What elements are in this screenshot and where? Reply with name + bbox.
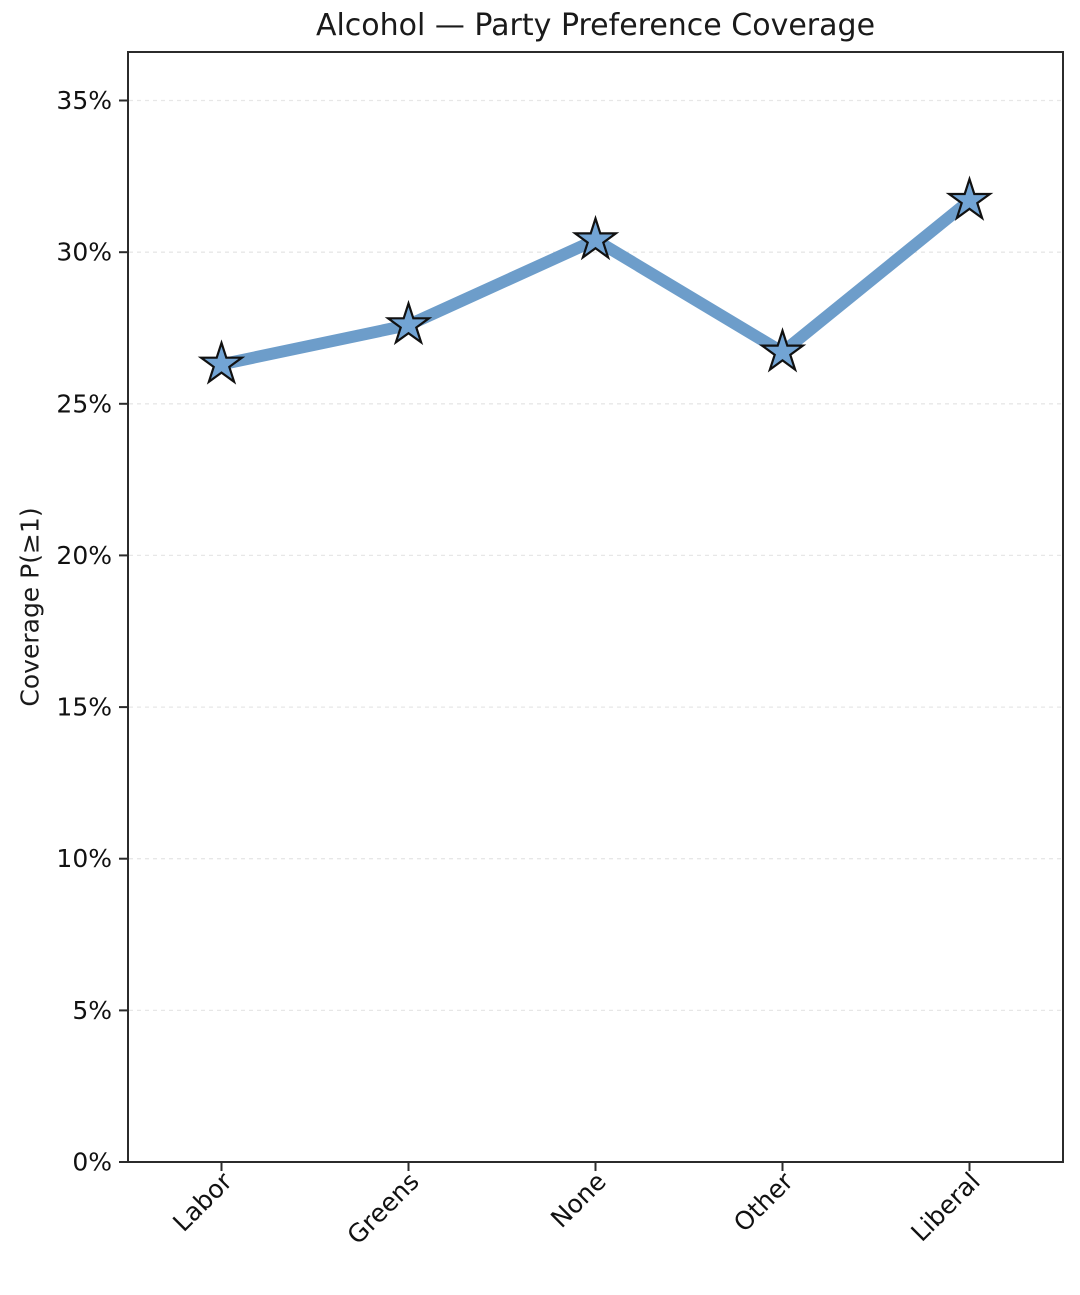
data-point-marker-none: [571, 214, 620, 261]
data-point-marker-other: [758, 327, 807, 373]
x-tick-label-liberal: Liberal: [905, 1167, 985, 1247]
y-tick-label: 35%: [56, 86, 112, 115]
y-tick-label: 30%: [56, 238, 112, 267]
data-point-marker-labor: [197, 339, 246, 385]
x-tick-label-none: None: [545, 1167, 612, 1234]
y-tick-label: 20%: [56, 541, 112, 570]
data-point-marker-liberal: [945, 175, 994, 221]
y-tick-label: 15%: [56, 693, 112, 722]
y-tick-label: 5%: [72, 996, 112, 1025]
x-tick-label-greens: Greens: [341, 1167, 424, 1250]
data-point-marker-greens: [384, 299, 433, 346]
x-tick-label-other: Other: [728, 1166, 799, 1237]
y-tick-label: 0%: [72, 1148, 112, 1177]
y-tick-label: 10%: [56, 844, 112, 873]
chart-title: Alcohol — Party Preference Coverage: [315, 8, 876, 43]
x-tick-label-labor: Labor: [167, 1166, 238, 1237]
y-tick-label: 25%: [56, 389, 112, 418]
